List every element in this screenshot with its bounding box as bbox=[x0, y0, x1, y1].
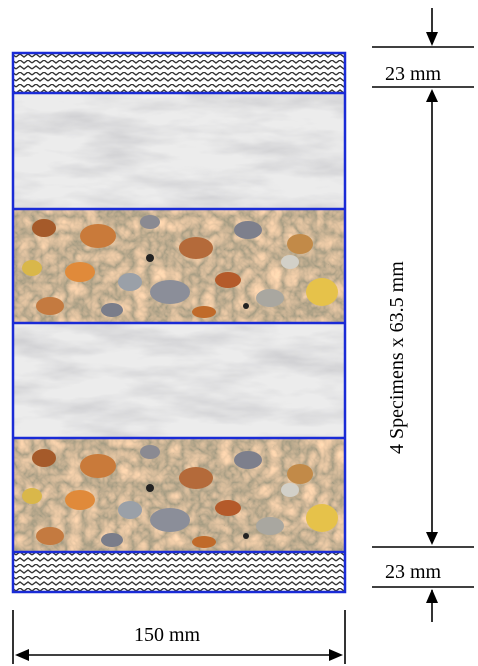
marble-layer bbox=[13, 93, 345, 209]
specimen-dimension: 4 Specimens x 63.5 mm bbox=[386, 261, 408, 454]
width-dimension: 150 mm bbox=[134, 624, 201, 646]
concrete-layer bbox=[13, 438, 345, 552]
top-cap bbox=[13, 53, 345, 93]
arrow-heads bbox=[15, 32, 438, 661]
bottom-cap-dimension: 23 mm bbox=[385, 561, 442, 583]
layer-stack bbox=[11, 51, 347, 594]
concrete-layer bbox=[13, 209, 345, 323]
marble-layer bbox=[13, 323, 345, 438]
bottom-cap bbox=[13, 552, 345, 592]
top-cap-dimension: 23 mm bbox=[385, 63, 442, 85]
layer-borders bbox=[11, 51, 347, 594]
